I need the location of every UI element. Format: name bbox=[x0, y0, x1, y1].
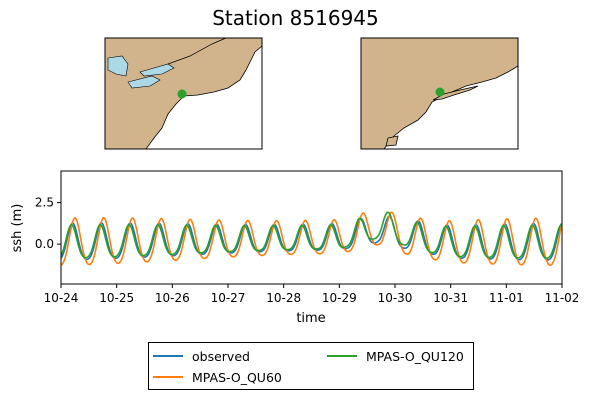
map-lake bbox=[107, 55, 129, 77]
x-tick-label: 11-02 bbox=[545, 291, 580, 305]
y-tick-label: 2.5 bbox=[35, 196, 54, 210]
x-tick-label: 10-29 bbox=[322, 291, 357, 305]
legend-label: observed bbox=[192, 348, 250, 364]
legend-label: MPAS-O_QU120 bbox=[366, 348, 464, 364]
map-frame bbox=[104, 37, 263, 150]
station-marker bbox=[177, 89, 187, 99]
y-tick-label: 0.0 bbox=[35, 237, 54, 251]
plot-frame bbox=[60, 170, 563, 285]
legend-swatch bbox=[327, 355, 357, 357]
series-line-mpas-o-qu120 bbox=[61, 211, 562, 259]
legend-swatch bbox=[153, 376, 183, 378]
x-tick-label: 10-27 bbox=[211, 291, 246, 305]
local-map bbox=[360, 37, 519, 150]
x-tick-label: 10-28 bbox=[266, 291, 301, 305]
map-island bbox=[432, 85, 479, 101]
map-river bbox=[167, 37, 227, 65]
legend-item: MPAS-O_QU60 bbox=[153, 369, 282, 385]
legend-swatch bbox=[153, 355, 183, 357]
map-frame bbox=[360, 37, 519, 150]
station-marker bbox=[435, 87, 445, 97]
x-tick-label: 10-25 bbox=[99, 291, 134, 305]
series-line-mpas-o-qu60 bbox=[61, 211, 562, 266]
x-tick-label: 11-01 bbox=[489, 291, 524, 305]
map-lake bbox=[139, 63, 175, 77]
timeseries-chart: 10-24 10-25 10-26 10-27 10-28 10-29 10-30 10-31… bbox=[10, 170, 580, 326]
x-tick-label: 10-30 bbox=[378, 291, 413, 305]
x-axis-label: time bbox=[296, 311, 325, 326]
series-line-observed bbox=[61, 215, 562, 261]
map-lake bbox=[127, 75, 161, 89]
legend-label: MPAS-O_QU60 bbox=[192, 369, 282, 385]
regional-map bbox=[104, 37, 263, 150]
x-tick-label: 10-26 bbox=[155, 291, 190, 305]
y-axis-label: ssh (m) bbox=[10, 204, 25, 253]
legend-item: MPAS-O_QU120 bbox=[327, 348, 464, 364]
legend-item: observed bbox=[153, 348, 250, 364]
legend: observed MPAS-O_QU60 MPAS-O_QU120 bbox=[148, 342, 474, 390]
figure-title: Station 8516945 bbox=[212, 6, 379, 30]
map-island bbox=[385, 135, 399, 147]
x-tick-label: 10-24 bbox=[44, 291, 79, 305]
x-tick-label: 10-31 bbox=[433, 291, 468, 305]
